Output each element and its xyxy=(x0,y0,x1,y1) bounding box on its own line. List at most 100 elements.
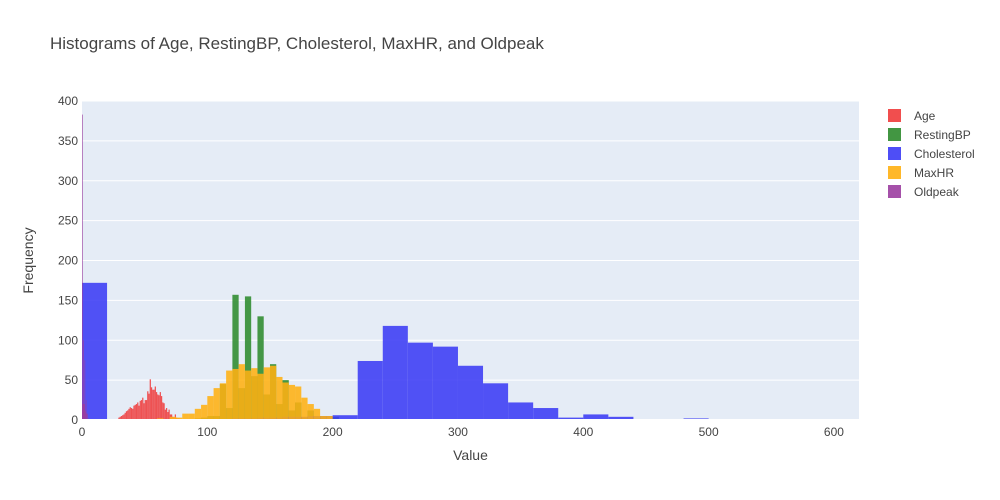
bar-age xyxy=(134,404,136,420)
bar-cholesterol xyxy=(583,414,609,420)
legend-item-cholesterol[interactable]: Cholesterol xyxy=(888,144,975,163)
bar-age xyxy=(160,396,163,420)
y-tick-label: 50 xyxy=(65,373,79,387)
y-tick-label: 350 xyxy=(58,134,78,148)
bar-maxhr xyxy=(207,396,214,420)
bar-age xyxy=(164,409,166,420)
bar-maxhr xyxy=(282,382,289,420)
bar-maxhr xyxy=(169,416,176,420)
bar-oldpeak xyxy=(84,360,86,420)
bar-age xyxy=(150,387,153,420)
bar-restingbp xyxy=(232,294,239,420)
bar-age xyxy=(147,391,149,420)
bar-age xyxy=(129,407,131,420)
chart-title: Histograms of Age, RestingBP, Cholestero… xyxy=(50,34,544,53)
bar-cholesterol xyxy=(558,417,584,420)
legend-item-restingbp[interactable]: RestingBP xyxy=(888,125,975,144)
bar-cholesterol xyxy=(483,383,509,420)
bar-age xyxy=(145,400,148,420)
bar-age xyxy=(123,414,125,420)
x-tick-label: 100 xyxy=(197,425,217,439)
bar-maxhr xyxy=(257,373,264,420)
bar-maxhr xyxy=(213,388,220,420)
bar-age xyxy=(125,411,128,420)
bar-age xyxy=(135,404,138,420)
bar-age xyxy=(127,410,129,420)
bar-age xyxy=(168,409,170,420)
bar-age xyxy=(157,394,159,420)
bar-age xyxy=(137,402,139,420)
bar-maxhr xyxy=(276,376,283,420)
bar-maxhr xyxy=(238,364,245,420)
x-tick-label: 500 xyxy=(699,425,719,439)
bar-cholesterol xyxy=(508,402,534,420)
legend-item-maxhr[interactable]: MaxHR xyxy=(888,163,975,182)
bar-maxhr xyxy=(307,404,314,420)
bar-age xyxy=(139,400,141,420)
bar-age xyxy=(167,412,169,420)
x-tick-label: 200 xyxy=(323,425,343,439)
y-tick-label: 400 xyxy=(58,94,78,108)
bar-maxhr xyxy=(251,368,258,420)
bar-maxhr xyxy=(219,383,227,420)
bar-age xyxy=(118,417,120,420)
legend-label-maxhr: MaxHR xyxy=(914,165,955,180)
bar-age xyxy=(138,405,140,420)
bars-group xyxy=(79,114,859,420)
bar-maxhr xyxy=(295,386,302,420)
bar-maxhr xyxy=(232,368,239,420)
bar-age xyxy=(130,408,133,420)
legend-swatch-maxhr xyxy=(888,166,901,179)
y-axis-title: Frequency xyxy=(20,227,36,293)
bar-oldpeak xyxy=(87,413,88,420)
bar-cholesterol xyxy=(608,416,634,420)
legend-swatch-age xyxy=(888,109,901,122)
bar-maxhr xyxy=(320,416,327,420)
bar-maxhr xyxy=(263,367,270,420)
legend: Age RestingBP Cholesterol MaxHR Oldpeak xyxy=(888,106,975,201)
bar-maxhr xyxy=(226,370,233,420)
legend-label-oldpeak: Oldpeak xyxy=(914,184,959,199)
bar-oldpeak xyxy=(83,340,84,420)
bar-age xyxy=(154,386,156,420)
bar-maxhr xyxy=(301,397,308,420)
x-tick-label: 400 xyxy=(573,425,593,439)
bar-oldpeak xyxy=(79,419,80,420)
x-axis-title: Value xyxy=(453,447,488,463)
bar-age xyxy=(158,395,160,420)
bar-oldpeak xyxy=(86,413,87,420)
y-tick-label: 250 xyxy=(58,214,78,228)
bar-maxhr xyxy=(194,408,202,420)
bar-age xyxy=(143,403,145,420)
y-tick-label: 300 xyxy=(58,174,78,188)
y-tick-label: 100 xyxy=(58,333,78,347)
bar-age xyxy=(153,389,155,420)
bar-age xyxy=(132,408,134,420)
x-tick-label: 600 xyxy=(824,425,844,439)
bar-maxhr xyxy=(182,413,189,420)
legend-label-restingbp: RestingBP xyxy=(914,127,971,142)
bar-maxhr xyxy=(326,416,333,420)
legend-label-cholesterol: Cholesterol xyxy=(914,146,975,161)
bar-maxhr xyxy=(188,413,195,420)
bar-cholesterol xyxy=(382,325,408,420)
bar-maxhr xyxy=(269,365,277,420)
bar-age xyxy=(142,397,144,420)
legend-item-oldpeak[interactable]: Oldpeak xyxy=(888,182,975,201)
legend-item-age[interactable]: Age xyxy=(888,106,975,125)
bar-age xyxy=(152,389,154,420)
bar-cholesterol xyxy=(533,408,559,420)
bar-maxhr xyxy=(201,404,208,420)
y-tick-label: 150 xyxy=(58,293,78,307)
bar-oldpeak xyxy=(85,400,87,420)
x-tick-label: 0 xyxy=(79,425,86,439)
bar-maxhr xyxy=(288,384,296,420)
y-tick-label: 200 xyxy=(58,254,78,268)
bar-age xyxy=(120,416,123,420)
bar-age xyxy=(163,403,165,420)
bar-age xyxy=(162,402,164,420)
bar-age xyxy=(148,393,150,420)
bar-age xyxy=(119,416,121,420)
bar-oldpeak xyxy=(81,418,82,420)
